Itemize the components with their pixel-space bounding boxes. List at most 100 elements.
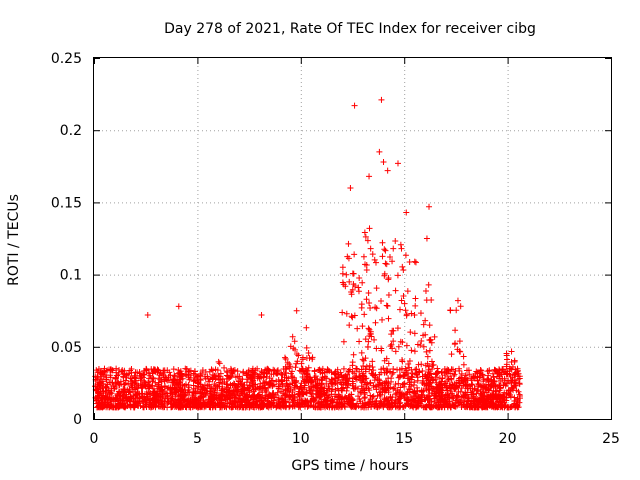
- data-point: [219, 402, 226, 409]
- data-point: [441, 382, 448, 389]
- data-point: [353, 365, 360, 372]
- data-point: [498, 402, 505, 409]
- data-point: [324, 397, 331, 404]
- data-point: [193, 397, 200, 404]
- data-point: [282, 398, 289, 405]
- data-point: [217, 370, 224, 377]
- data-point: [223, 396, 230, 403]
- data-point: [339, 264, 346, 271]
- data-point: [365, 325, 372, 332]
- data-point: [511, 401, 518, 408]
- data-point: [420, 321, 427, 328]
- data-point: [439, 387, 446, 394]
- data-point: [390, 338, 397, 345]
- data-point: [428, 399, 435, 406]
- data-point: [420, 332, 427, 339]
- data-point: [283, 380, 290, 387]
- data-point: [164, 392, 171, 399]
- data-point: [392, 287, 399, 294]
- data-point: [433, 370, 440, 377]
- data-point: [390, 366, 397, 373]
- data-point: [415, 400, 422, 407]
- data-point: [382, 247, 389, 254]
- data-point: [260, 403, 267, 410]
- data-point: [288, 392, 295, 399]
- data-point: [350, 270, 357, 277]
- data-point: [216, 395, 223, 402]
- data-point: [361, 401, 368, 408]
- data-point: [103, 394, 110, 401]
- data-point: [238, 401, 245, 408]
- data-point: [453, 393, 460, 400]
- data-point: [400, 266, 407, 273]
- data-point: [460, 379, 467, 386]
- data-point: [414, 377, 421, 384]
- data-point: [165, 399, 172, 406]
- data-point: [484, 401, 491, 408]
- y-tick-label: 0.15: [51, 195, 82, 211]
- data-point: [293, 360, 300, 367]
- data-point: [475, 397, 482, 404]
- data-point: [403, 371, 410, 378]
- data-point: [366, 380, 373, 387]
- data-point: [304, 397, 311, 404]
- data-point: [453, 379, 460, 386]
- data-point: [508, 348, 515, 355]
- data-point: [364, 380, 371, 387]
- data-point: [515, 376, 522, 383]
- data-point: [212, 404, 219, 411]
- data-point: [329, 397, 336, 404]
- data-point: [392, 390, 399, 397]
- data-point: [377, 398, 384, 405]
- data-point: [219, 380, 226, 387]
- data-point: [305, 364, 312, 371]
- data-point: [307, 402, 314, 409]
- data-point: [127, 398, 134, 405]
- data-point: [98, 382, 105, 389]
- data-point: [516, 392, 523, 399]
- data-point: [117, 396, 124, 403]
- data-point: [479, 372, 486, 379]
- data-point: [94, 369, 101, 376]
- data-point: [113, 381, 120, 388]
- data-point: [360, 253, 367, 260]
- data-point: [426, 347, 433, 354]
- data-point: [358, 349, 365, 356]
- data-point: [357, 388, 364, 395]
- data-point: [285, 383, 292, 390]
- data-point: [328, 391, 335, 398]
- data-point: [289, 368, 296, 375]
- data-point: [279, 381, 286, 388]
- data-point: [307, 387, 314, 394]
- data-point: [247, 371, 254, 378]
- data-point: [428, 358, 435, 365]
- data-point: [392, 381, 399, 388]
- data-point: [292, 384, 299, 391]
- data-point: [490, 380, 497, 387]
- data-point: [271, 367, 278, 374]
- data-point: [389, 258, 396, 265]
- data-point: [385, 315, 392, 322]
- data-point: [280, 403, 287, 410]
- data-point: [316, 366, 323, 373]
- data-point: [129, 379, 136, 386]
- data-point: [202, 391, 209, 398]
- data-point: [366, 362, 373, 369]
- data-point: [436, 381, 443, 388]
- data-point: [131, 373, 138, 380]
- data-point: [512, 382, 519, 389]
- data-point: [246, 389, 253, 396]
- data-point: [336, 393, 343, 400]
- data-point: [385, 385, 392, 392]
- data-point: [329, 381, 336, 388]
- data-point: [258, 368, 265, 375]
- data-point: [355, 284, 362, 291]
- data-point: [418, 387, 425, 394]
- data-point: [395, 374, 402, 381]
- data-point: [486, 387, 493, 394]
- data-point: [132, 369, 139, 376]
- data-point: [263, 379, 270, 386]
- data-point: [255, 395, 262, 402]
- data-point: [346, 322, 353, 329]
